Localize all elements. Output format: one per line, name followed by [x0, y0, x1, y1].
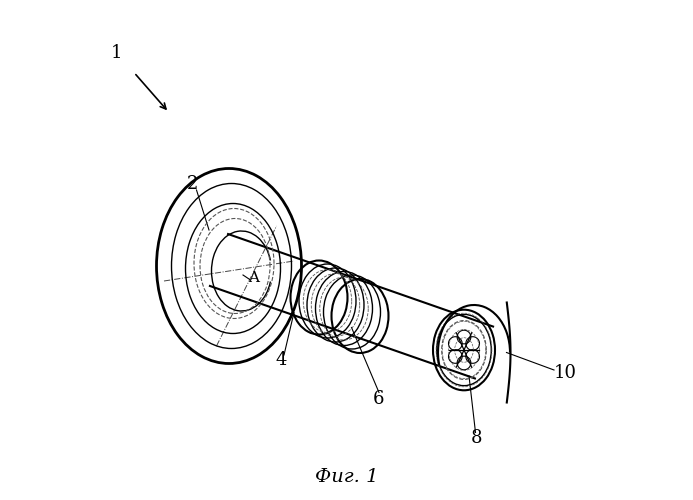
Text: 10: 10	[554, 364, 577, 382]
Text: 1: 1	[111, 44, 122, 62]
Text: 6: 6	[374, 390, 385, 407]
Text: 8: 8	[471, 429, 482, 447]
Text: 2: 2	[187, 175, 199, 193]
Text: 4: 4	[276, 351, 287, 369]
Text: Фиг. 1: Фиг. 1	[315, 468, 378, 486]
Text: A: A	[249, 270, 259, 284]
